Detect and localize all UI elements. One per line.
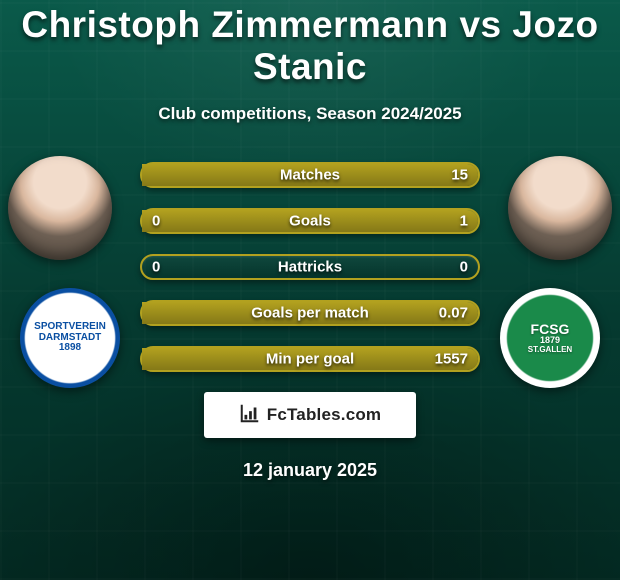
stat-bar: 0 Hattricks 0 [140,254,480,280]
club-left-badge: SPORTVEREIN DARMSTADT 1898 [20,288,120,388]
stat-label: Goals [289,213,331,230]
stat-value-right: 1 [460,213,468,230]
player-right-avatar [508,156,612,260]
stat-value-right: 1557 [435,351,468,368]
club-right-label: FCSG 1879 ST.GALLEN [528,322,572,355]
stat-value-left: 0 [152,259,160,276]
stat-value-right: 0.07 [439,305,468,322]
brand-text: FcTables.com [267,405,382,425]
date-label: 12 january 2025 [0,460,620,481]
brand-chart-icon [239,402,261,429]
player-left-avatar [8,156,112,260]
stat-bar: Min per goal 1557 [140,346,480,372]
stat-label: Matches [280,167,340,184]
stat-label: Goals per match [251,305,369,322]
stat-value-right: 0 [460,259,468,276]
subtitle: Club competitions, Season 2024/2025 [0,104,620,124]
stat-bar: Goals per match 0.07 [140,300,480,326]
stat-bar: 0 Goals 1 [140,208,480,234]
stat-value-right: 15 [451,167,468,184]
club-right-badge: FCSG 1879 ST.GALLEN [500,288,600,388]
comparison-arena: SPORTVEREIN DARMSTADT 1898 FCSG 1879 ST.… [0,162,620,372]
page-title: Christoph Zimmermann vs Jozo Stanic [0,4,620,88]
stat-label: Min per goal [266,351,354,368]
club-right-line1: FCSG [528,322,572,337]
club-left-line3: 1898 [34,343,106,354]
stat-value-left: 0 [152,213,160,230]
club-right-line3: ST.GALLEN [528,346,572,354]
club-left-label: SPORTVEREIN DARMSTADT 1898 [34,322,106,354]
brand-badge: FcTables.com [204,392,416,438]
stat-bar: Matches 15 [140,162,480,188]
stat-bars: Matches 15 0 Goals 1 0 Hattricks 0 Goals per mat… [140,162,480,372]
stat-label: Hattricks [278,259,342,276]
